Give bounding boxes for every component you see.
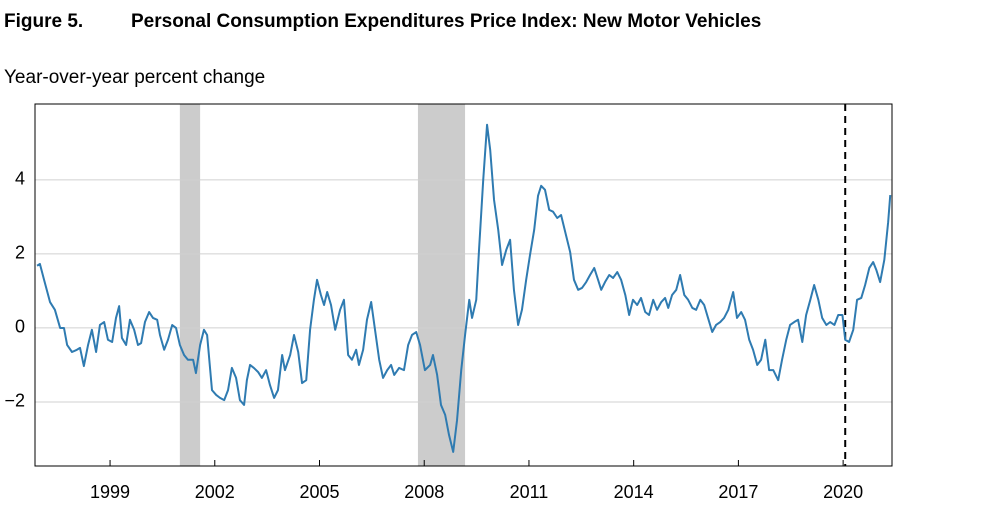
chart-subtitle: Year-over-year percent change [4,67,265,88]
plot-frame [34,103,893,467]
recession-shade [179,104,201,466]
y-tick-label: 0 [15,317,25,337]
x-tick-label: 1999 [90,482,130,502]
x-tick-label: 2014 [614,482,654,502]
chart-title: Personal Consumption Expenditures Price … [131,11,761,32]
x-tick-label: 2017 [718,482,758,502]
x-tick-label: 2020 [823,482,863,502]
x-tick-label: 2011 [510,482,549,502]
x-tick-label: 2005 [299,482,339,502]
y-tick-label: 4 [15,169,25,189]
x-tick-label: 2008 [404,482,444,502]
figure-label: Figure 5. [4,11,83,32]
x-tick-label: 2002 [195,482,235,502]
y-tick-label: 2 [15,243,25,263]
y-tick-label: −2 [4,391,25,411]
data-line [36,123,892,453]
